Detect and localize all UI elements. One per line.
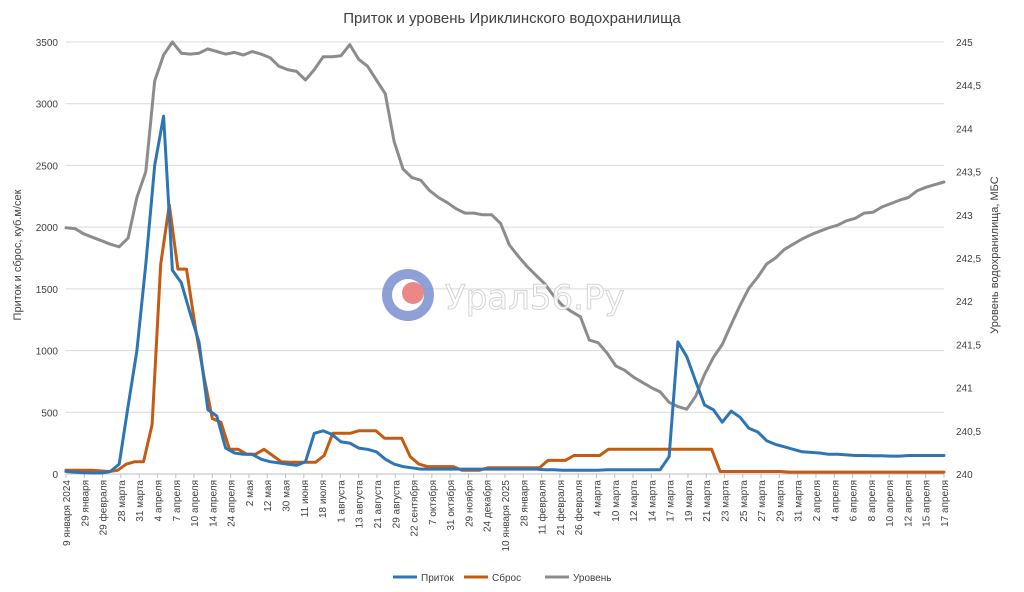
grid-layer (66, 41, 944, 475)
y2-tick-label: 240 (956, 470, 973, 481)
x-tick-label: 21 февраля (555, 480, 567, 535)
y-tick-label: 2000 (36, 223, 59, 234)
x-tick-label: 4 апреля (830, 480, 841, 521)
x-tick-label: 29 ноября (463, 480, 475, 527)
y2-tick-label: 243 (956, 211, 973, 222)
x-tick-label: 28 марта (117, 480, 128, 522)
chart-title: Приток и уровень Ириклинского водохранил… (343, 10, 681, 27)
x-tick-label: 6 апреля (849, 480, 860, 521)
x-tick-label: 27 марта (757, 480, 768, 522)
x-tick-label: 19 марта (684, 480, 695, 522)
x-axis-ticks: 9 января 2024 29 января 29 февраля 28 марта… (62, 474, 951, 552)
x-tick-label: 18 июля (318, 480, 329, 518)
y-tick-label: 1500 (36, 285, 59, 296)
x-tick-label: 24 апреля (227, 480, 238, 527)
y-tick-label: 1000 (36, 347, 59, 358)
x-tick-label: 26 февраля (573, 480, 585, 535)
x-tick-label: 12 марта (629, 480, 640, 522)
x-tick-label: 7 апреля (172, 480, 183, 521)
y-axis-label: Приток и сброс, куб.м/сек (12, 189, 24, 320)
x-tick-label: 29 марта (775, 480, 786, 522)
x-tick-label: 29 августа (391, 480, 402, 529)
x-tick-label: 14 апреля (208, 480, 219, 527)
x-tick-label: 1 августа (336, 480, 347, 523)
x-tick-label: 17 марта (666, 480, 677, 522)
y2-tick-label: 240,5 (956, 427, 981, 438)
x-tick-label: 11 июня (300, 480, 311, 517)
right-axis-ticks: 240 240,5 241 241,5 242 242,5 243 243,5 244 244,5… (956, 38, 981, 481)
watermark-text: Урал56.Ру (445, 278, 625, 318)
y2-tick-label: 244 (956, 124, 973, 135)
y-tick-label: 2500 (36, 161, 59, 172)
x-tick-label: 12 мая (263, 480, 274, 512)
x-tick-label: 4 марта (592, 480, 603, 517)
y-tick-label: 3500 (36, 38, 59, 49)
y2-tick-label: 242 (956, 297, 973, 308)
y2-tick-label: 241 (956, 384, 973, 395)
y2-tick-label: 242,5 (956, 254, 981, 265)
x-tick-label: 8 апреля (867, 480, 878, 521)
x-tick-label: 2 мая (245, 480, 256, 506)
y2-tick-label: 245 (956, 38, 973, 49)
series-line-inflow (64, 114, 946, 475)
y-tick-label: 500 (41, 408, 58, 419)
x-tick-label: 10 апреля (190, 480, 201, 527)
x-tick-label: 14 марта (647, 480, 658, 522)
legend-label: Сброс (492, 572, 521, 584)
series-layer (64, 40, 946, 475)
legend-label: Уровень (573, 573, 612, 584)
series-line-level (64, 40, 946, 411)
x-tick-label: 11 февраля (537, 480, 549, 535)
x-tick-label: 10 апреля (885, 480, 896, 527)
x-tick-label: 13 августа (355, 480, 366, 529)
x-tick-label: 31 октября (445, 480, 457, 531)
x-tick-label: 29 февраля (98, 480, 110, 535)
y2-axis-label: Уровень водохранилища, МБС (989, 176, 1001, 333)
y2-tick-label: 243,5 (956, 168, 981, 179)
legend-label: Приток (421, 573, 454, 584)
left-axis-ticks: 0 500 1000 1500 2000 2500 3000 3500 (36, 38, 59, 481)
x-tick-label: 22 сентября (409, 480, 421, 537)
x-tick-label: 9 января 2024 (62, 480, 73, 546)
x-tick-label: 10 марта (611, 480, 622, 522)
y-tick-label: 3000 (36, 100, 59, 111)
x-tick-label: 29 января (80, 480, 91, 526)
y2-tick-label: 241,5 (956, 340, 981, 351)
x-tick-label: 28 января (519, 480, 530, 526)
watermark-logo: Урал56.Ру (382, 269, 625, 321)
x-tick-label: 30 мая (282, 480, 293, 512)
x-tick-label: 12 апреля (903, 480, 914, 527)
watermark-logo-dot (402, 282, 424, 304)
y2-tick-label: 244,5 (956, 81, 981, 92)
x-tick-label: 25 марта (739, 480, 750, 522)
x-tick-label: 23 марта (721, 480, 732, 522)
x-tick-label: 10 января 2025 (501, 480, 512, 552)
x-tick-label: 4 апреля (153, 480, 164, 521)
x-tick-label: 7 октября (427, 480, 439, 525)
x-tick-label: 2 апреля (812, 480, 823, 521)
x-tick-label: 17 апреля (940, 480, 951, 527)
x-tick-label: 31 марта (794, 480, 805, 522)
x-tick-label: 31 марта (135, 480, 146, 522)
x-tick-label: 21 августа (373, 480, 384, 529)
legend: Приток Сброс Уровень (393, 572, 612, 584)
x-tick-label: 24 декабря (482, 480, 494, 532)
x-tick-label: 15 апреля (922, 480, 933, 527)
y-tick-label: 0 (52, 470, 58, 481)
x-tick-label: 21 марта (702, 480, 713, 522)
